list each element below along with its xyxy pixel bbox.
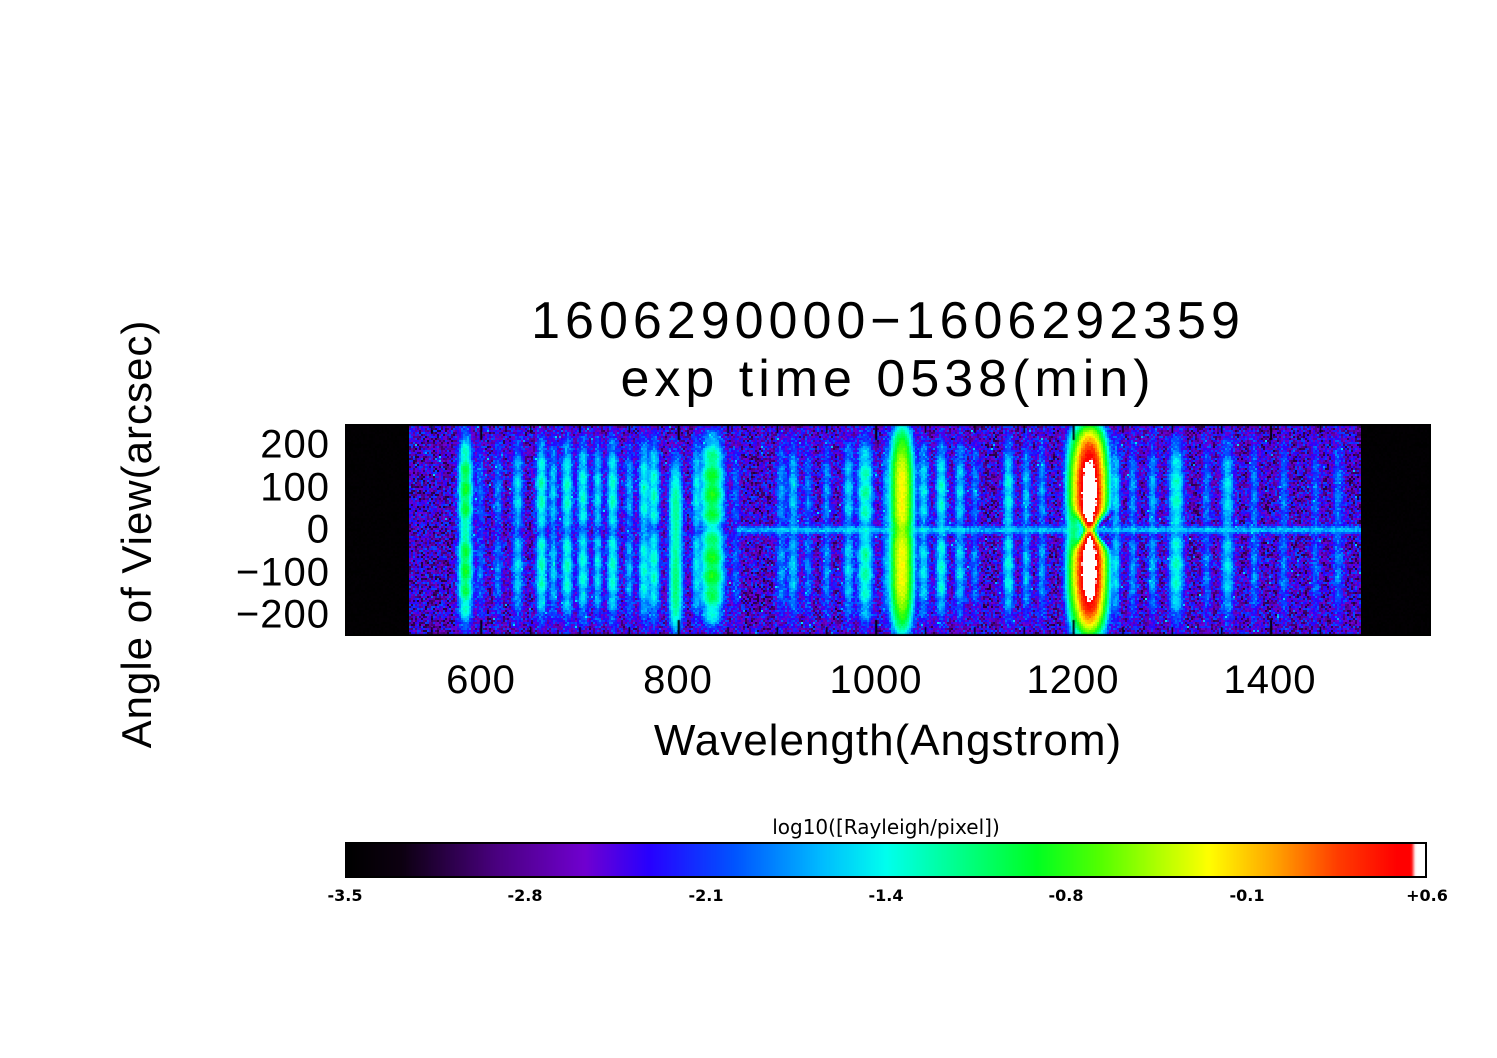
x-tick-label-1400: 1400 bbox=[1180, 658, 1360, 703]
colorbar-tick-neg0p1: -0.1 bbox=[1230, 886, 1265, 905]
x-tick-label-1200: 1200 bbox=[983, 658, 1163, 703]
y-tick-label-neg100: −100 bbox=[195, 551, 330, 596]
y-axis-title: Angle of View(arcsec) bbox=[113, 274, 159, 794]
x-tick-label-800: 800 bbox=[588, 658, 768, 703]
spectrogram-figure: 1606290000−1606292359 exp time 0538(min)… bbox=[0, 0, 1497, 1058]
colorbar-tick-neg0p8: -0.8 bbox=[1049, 886, 1084, 905]
colorbar bbox=[345, 842, 1427, 878]
axes-overlay-canvas bbox=[345, 424, 1431, 636]
colorbar-title: log10([Rayleigh/pixel]) bbox=[345, 815, 1427, 839]
colorbar-tick-neg1p4: -1.4 bbox=[869, 886, 904, 905]
x-axis-title: Wavelength(Angstrom) bbox=[345, 716, 1431, 766]
y-tick-label-neg200: −200 bbox=[195, 593, 330, 638]
x-tick-label-600: 600 bbox=[391, 658, 571, 703]
colorbar-tick-neg2p1: -2.1 bbox=[689, 886, 724, 905]
y-tick-label-200: 200 bbox=[195, 423, 330, 468]
colorbar-tick-neg2p8: -2.8 bbox=[508, 886, 543, 905]
plot-title-line2: exp time 0538(min) bbox=[345, 349, 1431, 409]
plot-area bbox=[345, 424, 1431, 636]
x-tick-label-1000: 1000 bbox=[786, 658, 966, 703]
plot-title-line1: 1606290000−1606292359 bbox=[345, 291, 1431, 351]
y-tick-label-100: 100 bbox=[195, 466, 330, 511]
y-tick-label-0: 0 bbox=[195, 508, 330, 553]
colorbar-tick-neg3p5: -3.5 bbox=[328, 886, 363, 905]
colorbar-gradient-canvas bbox=[347, 844, 1425, 876]
colorbar-tick-pos0p6: +0.6 bbox=[1406, 886, 1448, 905]
